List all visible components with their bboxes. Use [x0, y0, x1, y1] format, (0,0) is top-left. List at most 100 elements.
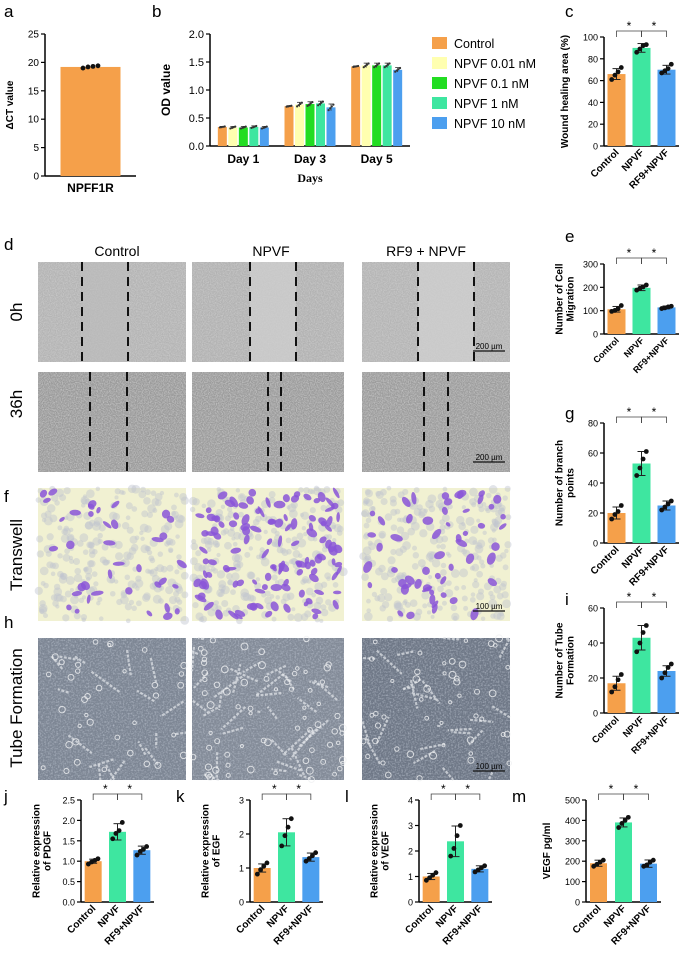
stained-cell: [443, 498, 453, 506]
pore: [45, 550, 52, 557]
cell-cluster: [291, 670, 298, 677]
data-point: [308, 103, 311, 106]
data-point: [285, 824, 291, 830]
pore: [364, 489, 371, 495]
pore: [34, 586, 43, 596]
bar-e-1: [632, 287, 651, 334]
pore: [81, 498, 88, 505]
pore: [412, 552, 420, 559]
stained-cell: [202, 558, 209, 565]
pore: [64, 548, 70, 555]
y-tick-label: 2.0: [62, 816, 75, 826]
pore: [390, 524, 398, 531]
stained-cell: [238, 502, 249, 509]
pore: [447, 553, 452, 558]
stained-cell: [39, 489, 48, 498]
pore: [151, 574, 160, 583]
pore: [46, 504, 56, 513]
pore: [314, 582, 324, 592]
pore: [154, 499, 162, 507]
scale-bar-0h: 200 µm: [476, 342, 503, 351]
cell-cluster: [503, 730, 511, 738]
bar-k-0: [253, 868, 271, 902]
cell-cluster: [423, 684, 431, 693]
bar-g-1: [632, 463, 651, 543]
tube-segment: [220, 726, 244, 736]
bar-a-0: [60, 66, 121, 176]
pore: [134, 535, 140, 541]
pore: [461, 595, 468, 602]
pore: [85, 576, 91, 582]
x-tick-label: Control: [589, 544, 622, 577]
stained-cell: [411, 491, 417, 505]
stained-cell: [465, 553, 475, 564]
data-point: [356, 64, 360, 68]
pore: [55, 594, 64, 602]
pore: [114, 540, 123, 550]
pore: [399, 517, 405, 523]
pore: [62, 614, 70, 622]
pore: [268, 491, 276, 498]
stained-cell: [96, 506, 101, 514]
tube-segment: [159, 700, 185, 718]
significance-star: *: [465, 782, 470, 796]
cell-cluster: [273, 687, 279, 692]
cell-cluster: [305, 766, 314, 775]
cell-cluster: [65, 740, 73, 749]
cell-cluster: [463, 638, 469, 643]
pore: [91, 571, 98, 577]
pore: [363, 612, 373, 621]
pore: [125, 515, 131, 521]
pore: [270, 527, 277, 534]
cell-cluster: [225, 762, 231, 768]
panel-letter-j: j: [3, 787, 8, 806]
stained-cell: [390, 534, 403, 542]
cell-cluster: [81, 696, 89, 703]
pore: [456, 515, 465, 525]
pore: [93, 581, 99, 587]
cell-cluster: [201, 690, 208, 697]
tube-segment: [283, 672, 295, 691]
pore: [439, 519, 446, 525]
pore: [233, 531, 242, 540]
y-tick-label: 100: [583, 33, 598, 43]
pore: [255, 577, 261, 582]
bar-b-2-2: [372, 65, 382, 146]
data-point: [288, 816, 294, 822]
pore: [300, 511, 310, 520]
pore: [218, 580, 227, 589]
pore: [441, 535, 449, 543]
y-tick-label: 0.0: [189, 141, 204, 153]
pore: [159, 490, 165, 496]
y-tick-label: 1: [408, 872, 413, 882]
stained-cell: [434, 572, 441, 580]
data-point: [329, 107, 332, 110]
pore: [246, 571, 255, 580]
pore: [212, 568, 219, 574]
pore: [149, 568, 158, 577]
data-point: [668, 498, 674, 504]
pore: [207, 608, 216, 617]
micrograph-36h-control: [38, 372, 186, 472]
pore: [285, 537, 292, 544]
cell-cluster: [206, 701, 215, 710]
data-point: [612, 684, 618, 690]
pore: [378, 530, 387, 539]
pore: [92, 549, 98, 555]
micro-row-transwell: Transwell: [7, 519, 26, 591]
pore: [60, 573, 65, 578]
pore: [220, 529, 227, 536]
significance-star: *: [652, 590, 657, 604]
pore: [488, 599, 498, 608]
pore: [88, 560, 96, 568]
cell-cluster: [369, 656, 375, 662]
tube-segment: [361, 656, 376, 660]
cell-cluster: [384, 771, 392, 779]
pore: [256, 554, 261, 560]
data-point: [640, 456, 646, 462]
pore: [471, 563, 480, 572]
data-point: [303, 858, 309, 864]
cell-cluster: [177, 681, 185, 689]
significance-bracket: [117, 793, 143, 800]
pore: [445, 551, 450, 556]
